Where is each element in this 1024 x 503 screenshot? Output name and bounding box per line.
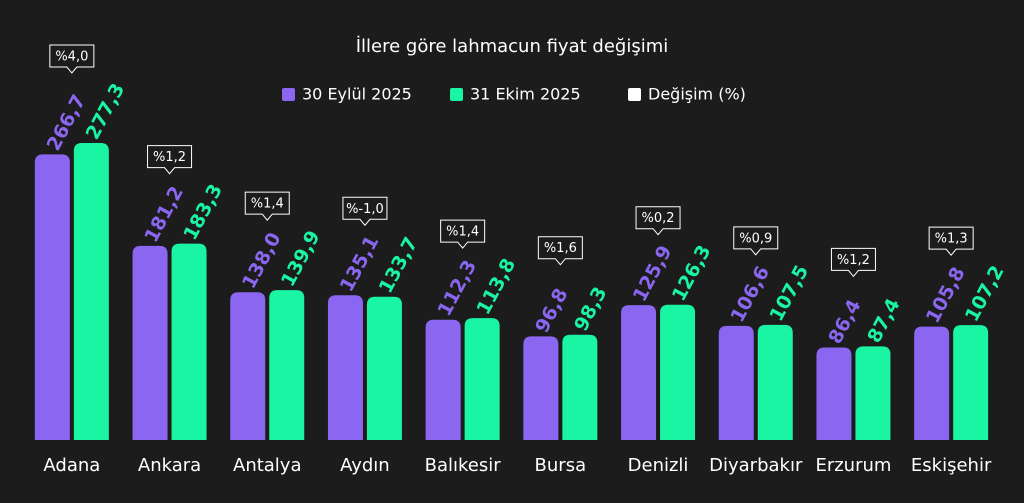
- legend-label: Değişim (%): [648, 85, 746, 104]
- change-callout: [147, 145, 193, 175]
- change-callout: [49, 44, 95, 74]
- bar: [327, 295, 363, 440]
- bar: [523, 336, 559, 440]
- x-tick-label: Eskişehir: [911, 455, 992, 476]
- bar: [269, 290, 305, 440]
- bar: [914, 326, 950, 440]
- x-tick-label: Balıkesir: [425, 455, 502, 476]
- change-callout: [537, 236, 583, 266]
- bar: [621, 305, 657, 440]
- bar: [757, 324, 793, 440]
- change-label: %1,4: [251, 197, 284, 212]
- change-label: %-1,0: [346, 202, 384, 217]
- change-callout: [830, 247, 876, 278]
- bar: [230, 292, 266, 440]
- legend-label: 31 Ekim 2025: [470, 85, 581, 104]
- legend-swatch: [628, 88, 641, 101]
- change-label: %1,3: [935, 232, 968, 247]
- x-tick-label: Diyarbakır: [709, 455, 803, 476]
- bar: [562, 334, 598, 440]
- bar: [660, 304, 696, 440]
- x-tick-label: Adana: [43, 455, 100, 476]
- bar: [816, 347, 852, 440]
- legend-swatch: [450, 88, 463, 101]
- bar: [73, 143, 109, 440]
- x-tick-label: Bursa: [535, 455, 587, 476]
- change-label: %0,9: [739, 231, 772, 246]
- change-label: %1,6: [544, 241, 577, 256]
- legend-label: 30 Eylül 2025: [302, 85, 412, 104]
- bar: [953, 325, 989, 440]
- change-callout: [928, 226, 974, 256]
- x-tick-label: Denizli: [628, 455, 689, 476]
- x-tick-label: Antalya: [233, 455, 302, 476]
- change-callout: [244, 191, 290, 221]
- x-tick-label: Erzurum: [815, 455, 891, 476]
- change-label: %0,2: [642, 211, 675, 226]
- x-tick-label: Ankara: [138, 455, 201, 476]
- x-tick-label: Aydın: [340, 455, 390, 476]
- bar: [366, 296, 402, 440]
- change-callout: [635, 206, 681, 236]
- change-label: %1,2: [837, 253, 870, 268]
- bar: [132, 245, 168, 440]
- bar: [718, 325, 754, 440]
- bar: [425, 319, 461, 440]
- change-callout: [440, 219, 486, 249]
- change-callout: [342, 196, 388, 227]
- change-label: %1,2: [153, 150, 186, 165]
- legend-swatch: [282, 88, 295, 101]
- change-label: %1,4: [446, 225, 479, 240]
- chart-title: İllere göre lahmacun fiyat değişimi: [356, 36, 669, 57]
- change-callout: [733, 226, 779, 256]
- bar: [34, 154, 70, 441]
- bar: [855, 346, 891, 440]
- bar: [464, 318, 500, 440]
- bar: [171, 243, 207, 440]
- change-label: %4,0: [55, 50, 88, 65]
